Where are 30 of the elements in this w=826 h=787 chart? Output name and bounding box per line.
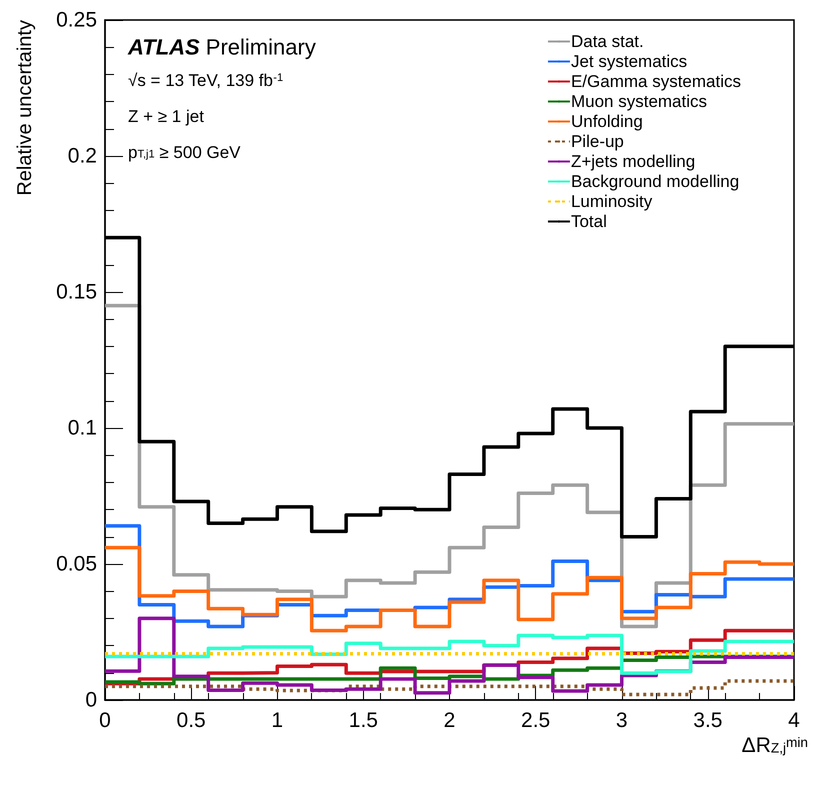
- x-tick-label: 1: [271, 709, 284, 732]
- x-tick-label: 3.5: [693, 709, 722, 732]
- x-tick-label: 4: [788, 709, 800, 732]
- legend-label: Data stat.: [570, 32, 644, 51]
- legend-label: Background modelling: [570, 172, 740, 191]
- y-tick-label: 0.2: [68, 144, 97, 168]
- y-tick-label: 0.1: [68, 416, 97, 440]
- legend-label: Luminosity: [570, 192, 653, 211]
- legend-label: Unfolding: [570, 112, 643, 131]
- x-tick-label: 2.5: [521, 709, 550, 732]
- x-tick-label: 1.5: [348, 709, 378, 732]
- legend-label: Pile-up: [570, 132, 624, 151]
- legend-label: Total: [570, 212, 607, 231]
- legend-label: Z+jets modelling: [570, 152, 696, 171]
- x-axis-title: ΔRZ,jmin: [742, 734, 808, 757]
- x-tick-label: 2: [444, 709, 456, 732]
- legend-label: Muon systematics: [570, 92, 708, 111]
- y-tick-label: 0.15: [56, 280, 97, 304]
- y-tick-label: 0: [85, 688, 97, 712]
- annotation: pT,j1 ≥ 500 GeV: [128, 143, 242, 162]
- x-tick-label: 3: [616, 709, 628, 732]
- y-axis-title: Relative uncertainty: [14, 20, 36, 196]
- y-tick-label: 0.25: [56, 8, 97, 32]
- annotation: ATLAS Preliminary: [127, 34, 316, 60]
- annotation: Z + ≥ 1 jet: [128, 107, 204, 126]
- legend-label: Jet systematics: [570, 52, 688, 71]
- x-tick-label: 0: [99, 709, 111, 732]
- x-tick-label: 0.5: [176, 709, 206, 732]
- y-tick-label: 0.05: [56, 552, 97, 576]
- legend-label: E/Gamma systematics: [570, 72, 742, 91]
